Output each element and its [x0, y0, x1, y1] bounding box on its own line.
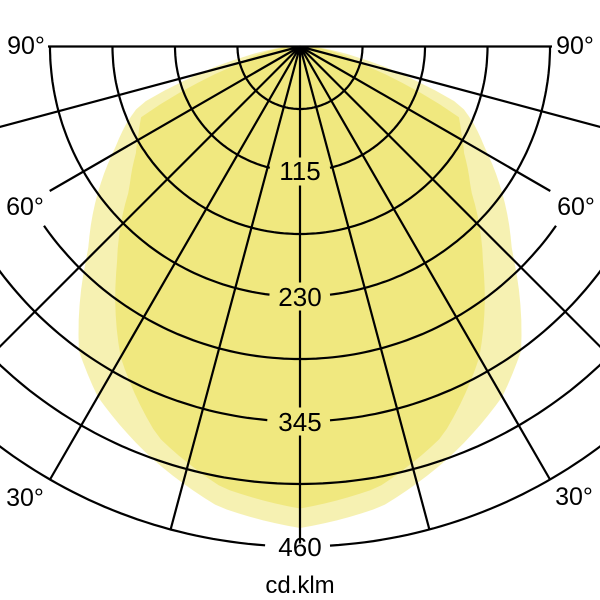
- radial-tick-345: 345: [278, 407, 321, 437]
- angle-label-90-right: 90°: [556, 32, 594, 60]
- angle-label-30-right: 30°: [555, 483, 593, 511]
- polar-grid: [0, 45, 600, 547]
- angle-label-60-left: 60°: [6, 193, 44, 221]
- radial-tick-230: 230: [278, 282, 321, 312]
- radial-tick-115: 115: [279, 156, 320, 186]
- unit-label: cd.klm: [265, 572, 334, 599]
- wide-lobe-fill: [78, 46, 522, 528]
- radial-tick-460: 460: [278, 532, 321, 562]
- angle-label-30-left: 30°: [6, 484, 44, 512]
- axis-labels: 90° 90° 60° 60° 30° 30° 115 230 345 460 …: [6, 32, 595, 599]
- angle-label-90-left: 90°: [7, 32, 45, 60]
- angle-label-60-right: 60°: [557, 193, 595, 221]
